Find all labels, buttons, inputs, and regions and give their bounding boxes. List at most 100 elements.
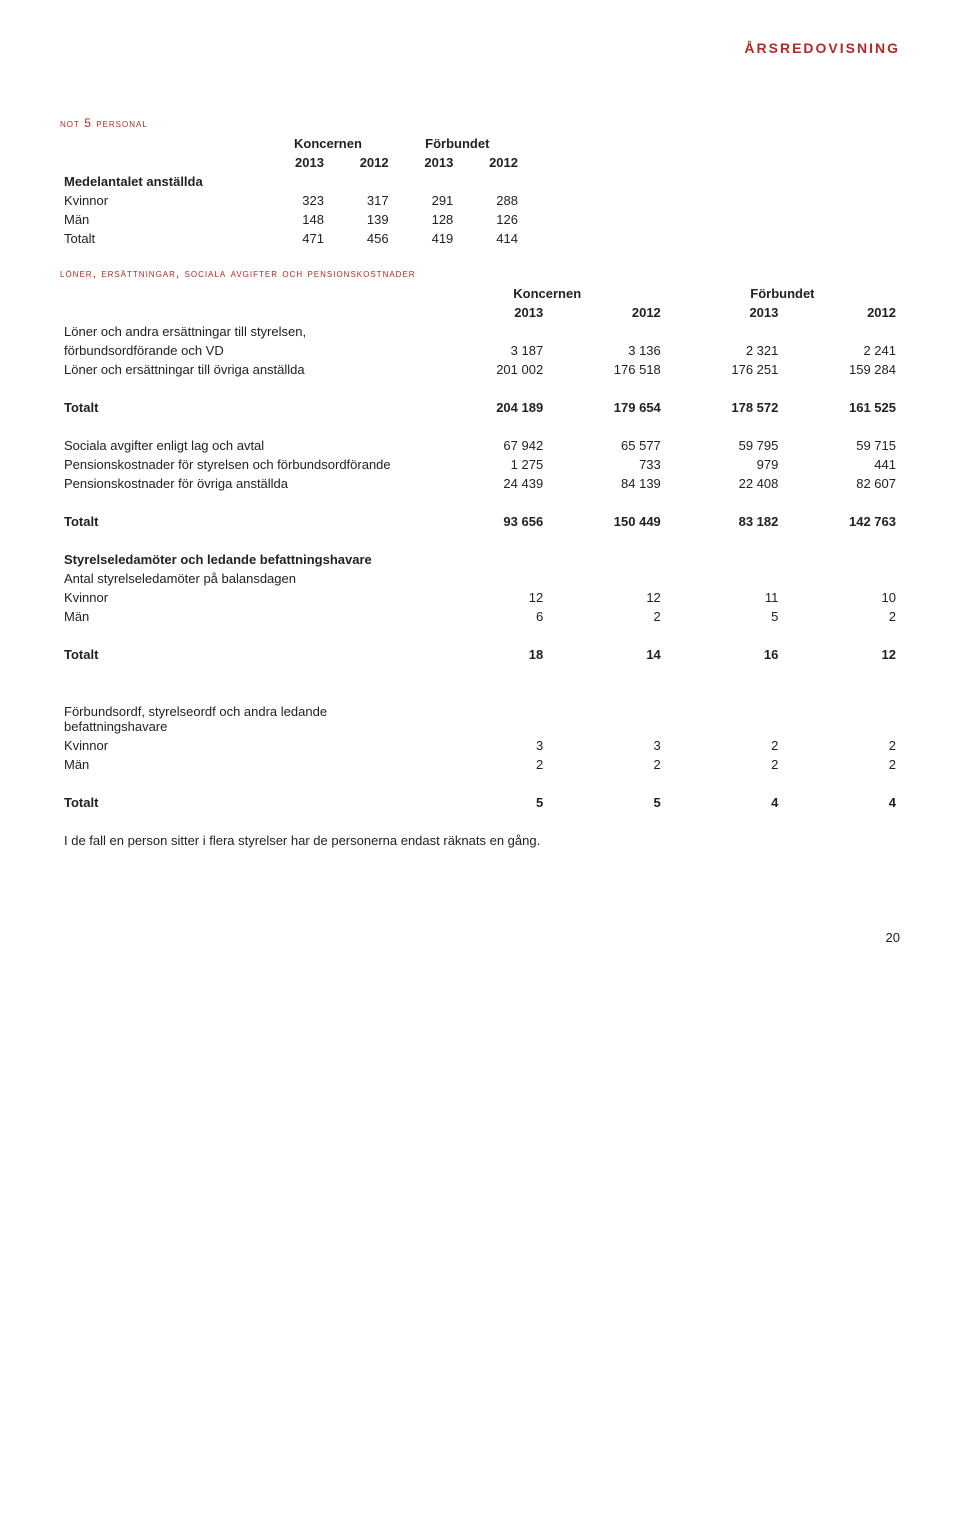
cell: 2 321 [665, 341, 783, 360]
group-header: Koncernen [263, 134, 392, 153]
cell: 67 942 [430, 436, 548, 455]
cell: 2 241 [782, 341, 900, 360]
year-header: 2012 [782, 303, 900, 322]
row-label: Totalt [60, 398, 430, 417]
table-row: Medelantalet anställda [60, 172, 522, 191]
row-label: Totalt [60, 512, 430, 531]
row-label: Män [60, 755, 430, 774]
cell: 159 284 [782, 360, 900, 379]
cell: 11 [665, 588, 783, 607]
cell: 179 654 [547, 398, 665, 417]
cell: 176 251 [665, 360, 783, 379]
footnote: I de fall en person sitter i flera styre… [60, 831, 900, 850]
table-row: Styrelseledamöter och ledande befattning… [60, 550, 900, 569]
cell: 22 408 [665, 474, 783, 493]
cell: 1 275 [430, 455, 548, 474]
cell: 2 [665, 755, 783, 774]
table-row: Förbundsordf, styrelseordf och andra led… [60, 702, 900, 736]
row-label: Sociala avgifter enligt lag och avtal [60, 436, 430, 455]
page-number: 20 [60, 930, 900, 945]
cell: 2 [782, 755, 900, 774]
row-label: Kvinnor [60, 191, 263, 210]
year-header: 2013 [665, 303, 783, 322]
cell: 441 [782, 455, 900, 474]
cell: 5 [547, 793, 665, 812]
year-header: 2013 [393, 153, 458, 172]
salaries-table: Koncernen Förbundet 2013 2012 2013 2012 … [60, 284, 900, 850]
table-row: Pensionskostnader för styrelsen och förb… [60, 455, 900, 474]
cell: 12 [782, 645, 900, 664]
cell: 10 [782, 588, 900, 607]
cell: 4 [665, 793, 783, 812]
year-header: 2013 [430, 303, 548, 322]
table-total-row: Totalt 5 5 4 4 [60, 793, 900, 812]
cell: 3 [430, 736, 548, 755]
cell: 59 795 [665, 436, 783, 455]
table-row: Pensionskostnader för övriga anställda 2… [60, 474, 900, 493]
cell: 82 607 [782, 474, 900, 493]
table-row: Kvinnor 3 3 2 2 [60, 736, 900, 755]
cell: 288 [457, 191, 522, 210]
cell: 14 [547, 645, 665, 664]
table-total-row: Totalt 204 189 179 654 178 572 161 525 [60, 398, 900, 417]
cell: 142 763 [782, 512, 900, 531]
row-label: Löner och andra ersättningar till styrel… [60, 322, 430, 341]
cell: 128 [393, 210, 458, 229]
cell: 2 [547, 607, 665, 626]
table-total-row: Totalt 93 656 150 449 83 182 142 763 [60, 512, 900, 531]
table-row: Löner och andra ersättningar till styrel… [60, 322, 900, 341]
table-row: 2013 2012 2013 2012 [60, 153, 522, 172]
page-content: ÅRSREDOVISNING not 5 personal Koncernen … [0, 0, 960, 975]
cell: 83 182 [665, 512, 783, 531]
cell: 12 [547, 588, 665, 607]
table-row: 2013 2012 2013 2012 [60, 303, 900, 322]
cell: 4 [782, 793, 900, 812]
year-header: 2012 [457, 153, 522, 172]
group-header: Koncernen [430, 284, 665, 303]
row-label: Kvinnor [60, 736, 430, 755]
cell: 2 [547, 755, 665, 774]
document-header: ÅRSREDOVISNING [60, 40, 900, 56]
cell: 2 [665, 736, 783, 755]
cell: 419 [393, 229, 458, 248]
table-total-row: Totalt 18 14 16 12 [60, 645, 900, 664]
row-label: Löner och ersättningar till övriga anstä… [60, 360, 430, 379]
cell: 2 [782, 736, 900, 755]
row-label: Kvinnor [60, 588, 430, 607]
row-heading: Förbundsordf, styrelseordf och andra led… [60, 702, 430, 736]
cell: 65 577 [547, 436, 665, 455]
table-row: Totalt 471 456 419 414 [60, 229, 522, 248]
cell: 178 572 [665, 398, 783, 417]
cell: 3 [547, 736, 665, 755]
row-label: Totalt [60, 793, 430, 812]
cell: 5 [430, 793, 548, 812]
cell: 733 [547, 455, 665, 474]
cell: 471 [263, 229, 328, 248]
year-header: 2012 [328, 153, 393, 172]
cell: 201 002 [430, 360, 548, 379]
year-header: 2012 [547, 303, 665, 322]
row-label: Män [60, 210, 263, 229]
cell: 150 449 [547, 512, 665, 531]
row-label: Medelantalet anställda [60, 172, 263, 191]
cell: 456 [328, 229, 393, 248]
cell: 3 187 [430, 341, 548, 360]
cell: 323 [263, 191, 328, 210]
table-row: Män 2 2 2 2 [60, 755, 900, 774]
table-row: Kvinnor 323 317 291 288 [60, 191, 522, 210]
table-row: förbundsordförande och VD 3 187 3 136 2 … [60, 341, 900, 360]
table-row: Män 148 139 128 126 [60, 210, 522, 229]
note5-title: not 5 personal [60, 116, 900, 130]
cell: 317 [328, 191, 393, 210]
row-label: Män [60, 607, 430, 626]
cell: 176 518 [547, 360, 665, 379]
cell: 2 [430, 755, 548, 774]
note5-table: Koncernen Förbundet 2013 2012 2013 2012 … [60, 134, 522, 248]
cell: 3 136 [547, 341, 665, 360]
cell: 93 656 [430, 512, 548, 531]
cell: 12 [430, 588, 548, 607]
row-label: Pensionskostnader för styrelsen och förb… [60, 455, 430, 474]
group-header: Förbundet [393, 134, 522, 153]
table-row: Män 6 2 5 2 [60, 607, 900, 626]
group-header: Förbundet [665, 284, 900, 303]
